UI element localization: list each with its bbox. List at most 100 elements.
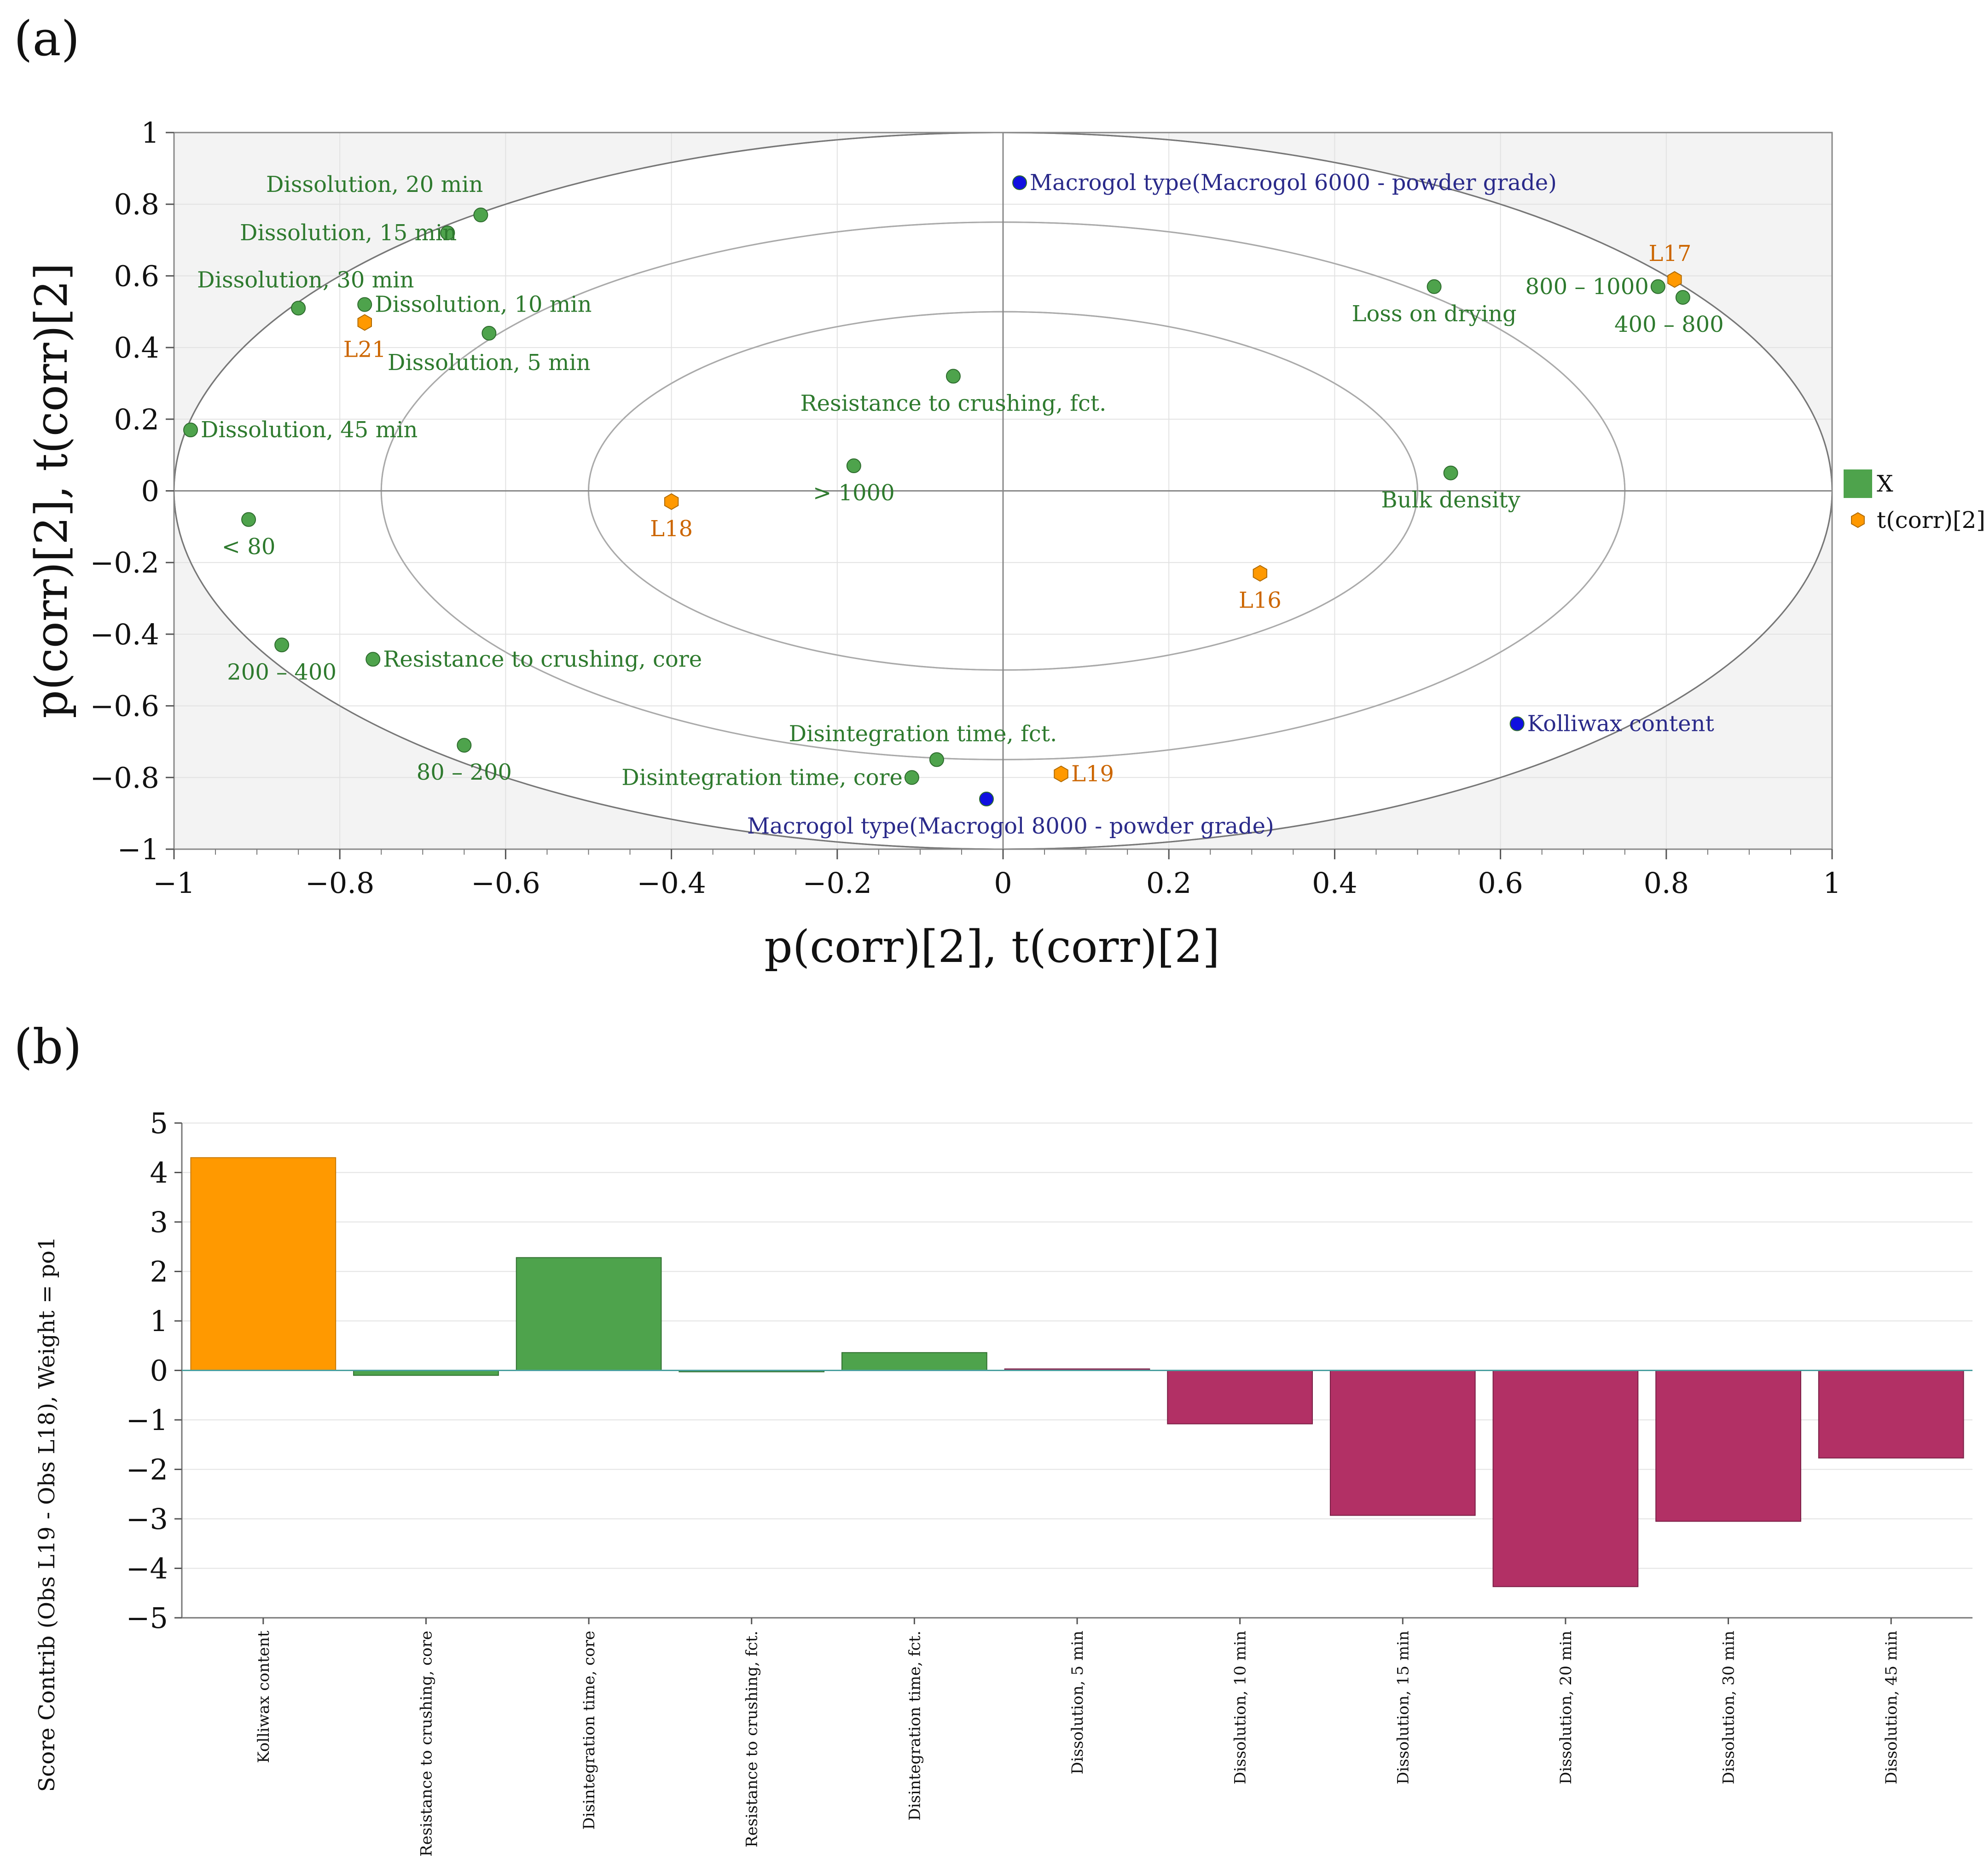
y-tick-label: 0.4 [114, 331, 159, 365]
score-point-l21 [357, 314, 372, 331]
point-label-80-200: 80 – 200 [417, 759, 512, 785]
category-label-disintegration-time-fct: Disintegration time, fct. [905, 1631, 924, 1821]
bar-chart: 5 4 3 2 1 0 −1 −2 −3 −4 −5 Kolliwax content Resista… [126, 1106, 1972, 1857]
bars [190, 1157, 1964, 1587]
point-label-1000: > 1000 [813, 480, 895, 506]
bar-kolliwax-content [190, 1157, 336, 1371]
data-points [183, 175, 1690, 807]
point-label-400-800: 400 – 800 [1614, 312, 1724, 337]
legend-label-tcorr: t(corr)[2] [1877, 507, 1984, 533]
point-label-macrogol-type-macrogol-6000-powder-grade: Macrogol type(Macrogol 6000 - powder gra… [1030, 170, 1557, 196]
category-label-kolliwax-content: Kolliwax content [255, 1631, 273, 1763]
legend-swatch-x [1844, 469, 1872, 498]
category-label-resistance-to-crushing-fct: Resistance to crushing, fct. [743, 1631, 761, 1847]
bar-disintegration-time-fct [841, 1352, 987, 1371]
point-label-dissolution-5-min: Dissolution, 5 min [388, 350, 591, 376]
point-label-dissolution-45-min: Dissolution, 45 min [201, 417, 418, 443]
category-label-dissolution-10-min: Dissolution, 10 min [1231, 1631, 1250, 1784]
point-label-disintegration-time-fct: Disintegration time, fct. [789, 721, 1057, 747]
bar-dissolution-30-min [1655, 1370, 1801, 1522]
scatter-plot: 1 0.8 0.6 0.4 0.2 0 −0.2 −0.4 −0.6 −0.8 −1 −1 −0.8 −… [90, 116, 1841, 900]
y-tick-label: 0.2 [114, 403, 159, 436]
loading-point-80 [241, 512, 256, 527]
loading-point-dissolution-5-min [481, 325, 497, 341]
point-labels: Dissolution, 20 min Dissolution, 15 min Di… [197, 170, 1724, 839]
bar-dissolution-10-min [1167, 1370, 1313, 1424]
x-tick-label: −0.8 [305, 866, 375, 900]
y-tick-label: 0.8 [114, 188, 159, 221]
category-label-dissolution-30-min: Dissolution, 30 min [1720, 1631, 1738, 1784]
y-tick-label: −4 [126, 1552, 168, 1586]
y-axis-ticks: 1 0.8 0.6 0.4 0.2 0 −0.2 −0.4 −0.6 −0.8 −1 [90, 116, 174, 866]
y-tick-label: −0.8 [90, 761, 159, 794]
score-point-l19 [1054, 765, 1068, 782]
point-label-l19: L19 [1071, 761, 1114, 787]
x-tick-label: −0.2 [803, 866, 872, 900]
y-tick-label: −2 [126, 1453, 168, 1487]
loading-point-1000 [846, 458, 861, 474]
x-axis-title: p(corr)[2], t(corr)[2] [764, 921, 1220, 973]
loading-point-dissolution-10-min [357, 297, 372, 312]
bar-disintegration-time-core [516, 1257, 662, 1371]
point-label-dissolution-30-min: Dissolution, 30 min [197, 267, 414, 293]
zero-lines [174, 133, 1832, 849]
legend-label-x: X [1877, 470, 1893, 497]
point-label-200-400: 200 – 400 [227, 659, 336, 685]
loading-point-400-800 [1675, 290, 1690, 305]
loading-point-dissolution-20-min [473, 208, 488, 223]
category-label-disintegration-time-core: Disintegration time, core [580, 1631, 598, 1830]
category-label-dissolution-5-min: Dissolution, 5 min [1068, 1631, 1087, 1774]
x-tick-label: −0.4 [637, 866, 706, 900]
loading-point-disintegration-time-core [904, 770, 919, 785]
y-tick-label: 1 [150, 1304, 168, 1338]
y-axis-title: p(corr)[2], t(corr)[2] [26, 263, 77, 718]
y-axis-ticks: 5 4 3 2 1 0 −1 −2 −3 −4 −5 [126, 1106, 182, 1635]
point-label-bulk-density: Bulk density [1381, 487, 1520, 513]
point-label-800-1000: 800 – 1000 [1525, 274, 1648, 300]
x-tick-label: 0 [994, 866, 1012, 900]
loading-point-resistance-to-crushing-fct [946, 369, 961, 384]
x-tick-label: −1 [153, 866, 195, 900]
y-tick-label: 0 [141, 475, 159, 508]
bar-dissolution-20-min [1492, 1370, 1639, 1587]
y-tick-label: −1 [126, 1403, 168, 1437]
point-label-kolliwax-content: Kolliwax content [1527, 711, 1714, 737]
legend-marker-tcorr [1851, 512, 1865, 528]
bar-dissolution-45-min [1818, 1370, 1964, 1459]
x-tick-label: 1 [1823, 866, 1841, 900]
score-point-l16 [1253, 565, 1267, 582]
y-tick-label: −0.6 [90, 689, 159, 723]
loading-point-dissolution-30-min [291, 301, 306, 316]
loading-point-200-400 [274, 637, 290, 653]
loading-point-macrogol-type-macrogol-6000-powder-grade [1012, 175, 1027, 190]
point-label-macrogol-type-macrogol-8000-powder-grade: Macrogol type(Macrogol 8000 - powder gra… [747, 813, 1274, 839]
point-label-resistance-to-crushing-core: Resistance to crushing, core [383, 646, 702, 672]
y-tick-label: 3 [150, 1205, 168, 1239]
loading-point-bulk-density [1443, 465, 1458, 481]
x-axis-ticks: −1 −0.8 −0.6 −0.4 −0.2 0 0.2 0.4 0.6 0.8 1 [153, 849, 1841, 900]
point-label-l16: L16 [1239, 588, 1282, 614]
point-label-dissolution-20-min: Dissolution, 20 min [266, 172, 483, 197]
x-tick-label: 0.4 [1312, 866, 1357, 900]
y-tick-label: −5 [126, 1601, 168, 1635]
category-labels: Kolliwax content Resistance to crushing, … [255, 1618, 1901, 1857]
y-tick-label: 0 [150, 1354, 168, 1388]
loading-point-loss-on-drying [1427, 279, 1442, 294]
y-tick-label: 0.6 [114, 259, 159, 293]
score-point-l17 [1667, 271, 1682, 288]
bar-dissolution-15-min [1329, 1370, 1476, 1516]
loading-point-80-200 [457, 738, 472, 753]
y-tick-label: −1 [117, 833, 159, 866]
loading-point-macrogol-type-macrogol-8000-powder-grade [979, 792, 994, 807]
panel-a-label: (a) [14, 11, 80, 67]
loading-point-dissolution-45-min [183, 423, 198, 438]
score-point-l18 [664, 493, 679, 510]
category-label-dissolution-45-min: Dissolution, 45 min [1882, 1631, 1901, 1784]
point-label-l18: L18 [650, 516, 693, 542]
point-label-disintegration-time-core: Disintegration time, core [621, 764, 903, 790]
point-label-dissolution-15-min: Dissolution, 15 min [240, 220, 457, 246]
x-tick-label: 0.6 [1478, 866, 1523, 900]
y-tick-label: −0.2 [90, 546, 159, 579]
bar-resistance-to-crushing-core [353, 1370, 499, 1376]
